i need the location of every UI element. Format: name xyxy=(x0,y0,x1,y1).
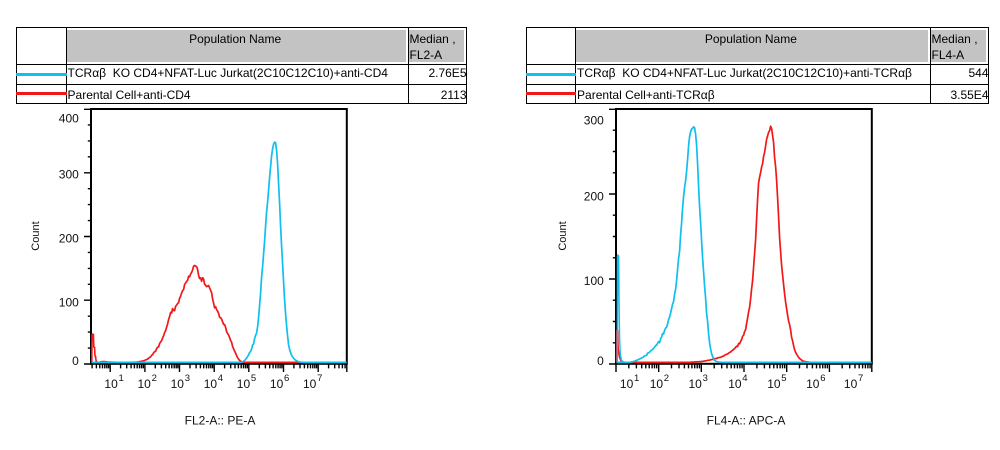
svg-text:FL4-A:: APC-A: FL4-A:: APC-A xyxy=(707,413,786,427)
svg-text:200: 200 xyxy=(59,232,79,246)
svg-text:10: 10 xyxy=(303,377,317,391)
svg-text:10: 10 xyxy=(650,377,664,391)
svg-text:400: 400 xyxy=(59,112,79,126)
svg-text:7: 7 xyxy=(317,373,322,384)
svg-text:Count: Count xyxy=(557,221,569,250)
svg-text:2: 2 xyxy=(664,373,669,384)
svg-text:10: 10 xyxy=(620,377,634,391)
svg-text:10: 10 xyxy=(806,377,820,391)
svg-text:6: 6 xyxy=(284,373,289,384)
svg-text:Count: Count xyxy=(30,221,42,250)
svg-text:6: 6 xyxy=(820,373,825,384)
svg-text:100: 100 xyxy=(59,295,79,309)
svg-text:5: 5 xyxy=(251,373,256,384)
svg-text:1: 1 xyxy=(119,373,124,384)
svg-text:5: 5 xyxy=(781,373,786,384)
svg-text:3: 3 xyxy=(703,373,708,384)
svg-text:10: 10 xyxy=(844,377,858,391)
svg-text:10: 10 xyxy=(104,377,118,391)
svg-text:10: 10 xyxy=(171,377,185,391)
svg-text:7: 7 xyxy=(858,373,863,384)
svg-text:10: 10 xyxy=(204,377,218,391)
svg-text:10: 10 xyxy=(767,377,781,391)
svg-text:10: 10 xyxy=(689,377,703,391)
svg-text:0: 0 xyxy=(72,354,79,368)
svg-text:4: 4 xyxy=(218,373,223,384)
svg-text:4: 4 xyxy=(742,373,747,384)
svg-text:100: 100 xyxy=(584,274,604,288)
svg-text:300: 300 xyxy=(59,168,79,182)
svg-text:300: 300 xyxy=(584,113,604,127)
svg-text:FL2-A:: PE-A: FL2-A:: PE-A xyxy=(185,413,256,427)
svg-text:10: 10 xyxy=(270,377,284,391)
svg-text:3: 3 xyxy=(185,373,190,384)
svg-text:2: 2 xyxy=(152,373,157,384)
svg-text:0: 0 xyxy=(597,354,604,368)
svg-text:10: 10 xyxy=(728,377,742,391)
svg-text:200: 200 xyxy=(584,190,604,204)
svg-text:10: 10 xyxy=(138,377,152,391)
svg-text:1: 1 xyxy=(634,373,639,384)
svg-text:10: 10 xyxy=(237,377,251,391)
